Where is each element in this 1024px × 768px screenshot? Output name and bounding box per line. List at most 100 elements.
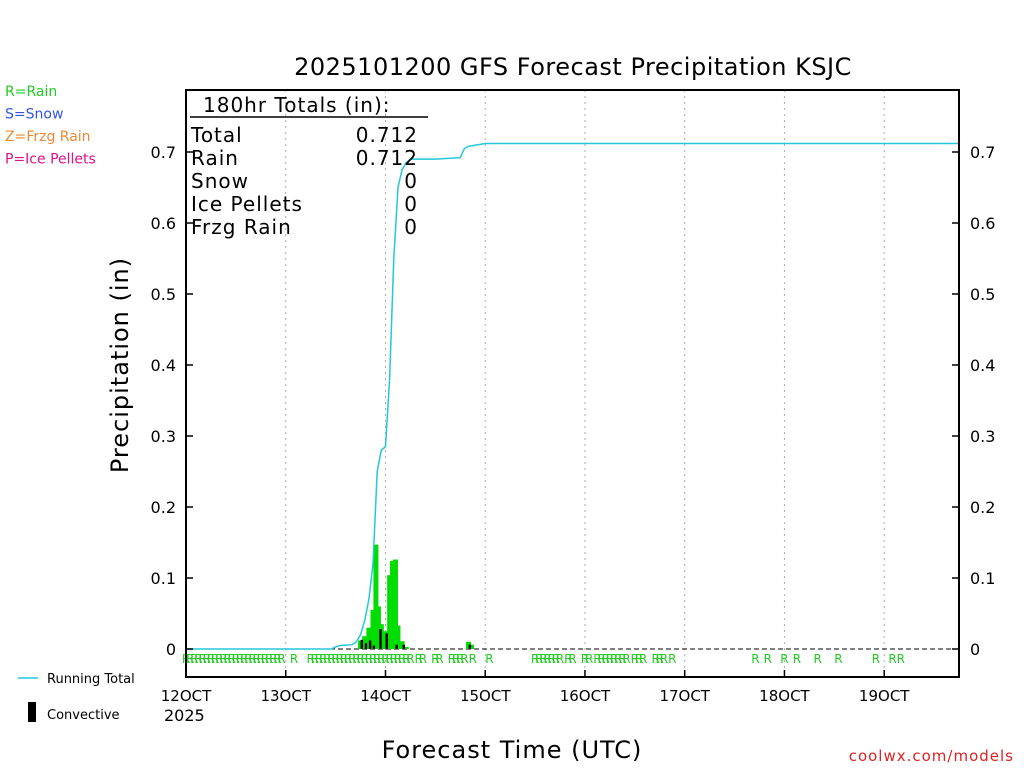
totals-row-label: Ice Pellets bbox=[191, 192, 303, 216]
plot-frame bbox=[185, 89, 960, 678]
totals-row-label: Snow bbox=[191, 169, 249, 193]
rain-bar bbox=[366, 627, 372, 649]
rain-marker: R bbox=[556, 652, 564, 666]
rain-marker: R bbox=[331, 652, 339, 666]
y-tick-label-right: 0 bbox=[970, 640, 980, 659]
convective-bar bbox=[379, 629, 382, 649]
rain-marker: R bbox=[406, 652, 414, 666]
totals-row-label: Frzg Rain bbox=[191, 215, 292, 239]
totals-row-value: 0.712 bbox=[356, 123, 418, 147]
y-tick-label-right: 0.1 bbox=[970, 569, 995, 588]
rain-bar bbox=[469, 644, 475, 649]
rain-marker: R bbox=[431, 652, 439, 666]
rain-marker: R bbox=[668, 652, 676, 666]
rain-marker: R bbox=[190, 652, 198, 666]
chart-title: 2025101200 GFS Forecast Precipitation KS… bbox=[294, 53, 852, 81]
rain-marker: R bbox=[415, 652, 423, 666]
precip-type-legend-item: Z=Frzg Rain bbox=[5, 129, 91, 145]
y-tick-label-left: 0.6 bbox=[151, 214, 176, 233]
y-tick-label-left: 0 bbox=[166, 640, 176, 659]
x-tick-label: 14OCT bbox=[360, 687, 411, 705]
rain-marker: R bbox=[622, 652, 630, 666]
y-tick-label-left: 0.4 bbox=[151, 356, 176, 375]
rain-marker: R bbox=[764, 652, 772, 666]
rain-marker: R bbox=[223, 652, 231, 666]
precip-type-legend-item: P=Ice Pellets bbox=[5, 152, 96, 168]
rain-marker: R bbox=[344, 652, 352, 666]
rain-marker: R bbox=[356, 652, 364, 666]
rain-marker: R bbox=[352, 652, 360, 666]
y-tick-label-left: 0.1 bbox=[151, 569, 176, 588]
x-tick-label: 12OCT bbox=[161, 687, 212, 705]
x-tick-label: 13OCT bbox=[260, 687, 311, 705]
convective-bar bbox=[364, 643, 368, 649]
running-total-legend-label: Running Total bbox=[47, 672, 135, 687]
rain-marker: R bbox=[435, 652, 443, 666]
convective-bar bbox=[372, 645, 376, 649]
rain-marker: R bbox=[257, 652, 265, 666]
rain-marker: R bbox=[348, 652, 356, 666]
convective-bar bbox=[402, 644, 405, 649]
rain-marker: R bbox=[543, 652, 551, 666]
rain-marker: R bbox=[361, 652, 369, 666]
rain-marker: R bbox=[602, 652, 610, 666]
rain-marker: R bbox=[394, 652, 402, 666]
rain-marker: R bbox=[290, 652, 298, 666]
rain-marker: R bbox=[485, 652, 493, 666]
rain-marker: R bbox=[236, 652, 244, 666]
site-credit: coolwx.com/models bbox=[849, 747, 1014, 765]
rain-bar bbox=[399, 641, 405, 649]
x-tick-label: 15OCT bbox=[460, 687, 511, 705]
rain-marker: R bbox=[780, 652, 788, 666]
rain-marker: R bbox=[618, 652, 626, 666]
rain-marker: R bbox=[834, 652, 842, 666]
convective-bar bbox=[360, 639, 363, 649]
rain-marker: R bbox=[552, 652, 560, 666]
rain-marker: R bbox=[531, 652, 539, 666]
rain-marker: R bbox=[897, 652, 905, 666]
x-tick-label: 18OCT bbox=[759, 687, 810, 705]
rain-marker: R bbox=[390, 652, 398, 666]
year-label: 2025 bbox=[164, 706, 205, 725]
rain-marker: R bbox=[211, 652, 219, 666]
rain-marker: R bbox=[311, 652, 319, 666]
rain-bar bbox=[403, 646, 409, 649]
rain-marker: R bbox=[535, 652, 543, 666]
rain-marker: R bbox=[872, 652, 880, 666]
rain-marker: R bbox=[232, 652, 240, 666]
rain-bar bbox=[387, 575, 393, 649]
rain-bar bbox=[373, 544, 379, 649]
rain-marker: R bbox=[456, 652, 464, 666]
rain-bar bbox=[370, 609, 376, 649]
rain-marker: R bbox=[377, 652, 385, 666]
rain-marker: R bbox=[585, 652, 593, 666]
rain-bar bbox=[466, 641, 472, 649]
rain-marker: R bbox=[635, 652, 643, 666]
x-tick-label: 17OCT bbox=[659, 687, 710, 705]
y-tick-label-left: 0.7 bbox=[151, 143, 176, 162]
y-tick-label-right: 0.5 bbox=[970, 285, 995, 304]
totals-header: 180hr Totals (in): bbox=[203, 93, 391, 117]
rain-marker: R bbox=[614, 652, 622, 666]
convective-bar bbox=[395, 644, 398, 649]
rain-marker: R bbox=[207, 652, 215, 666]
rain-marker: R bbox=[597, 652, 605, 666]
rain-marker: R bbox=[273, 652, 281, 666]
totals-row-label: Total bbox=[190, 123, 243, 147]
rain-marker: R bbox=[194, 652, 202, 666]
rain-marker: R bbox=[323, 652, 331, 666]
totals-row-value: 0 bbox=[404, 169, 418, 193]
y-tick-label-left: 0.5 bbox=[151, 285, 176, 304]
running-total-line bbox=[186, 142, 959, 650]
rain-marker: R bbox=[631, 652, 639, 666]
totals-row-label: Rain bbox=[191, 146, 239, 170]
rain-marker: R bbox=[365, 652, 373, 666]
y-tick-label-right: 0.7 bbox=[970, 143, 995, 162]
rain-marker: R bbox=[581, 652, 589, 666]
rain-marker: R bbox=[888, 652, 896, 666]
rain-marker: R bbox=[606, 652, 614, 666]
rain-bar bbox=[390, 560, 396, 649]
rain-marker: R bbox=[539, 652, 547, 666]
rain-marker: R bbox=[215, 652, 223, 666]
